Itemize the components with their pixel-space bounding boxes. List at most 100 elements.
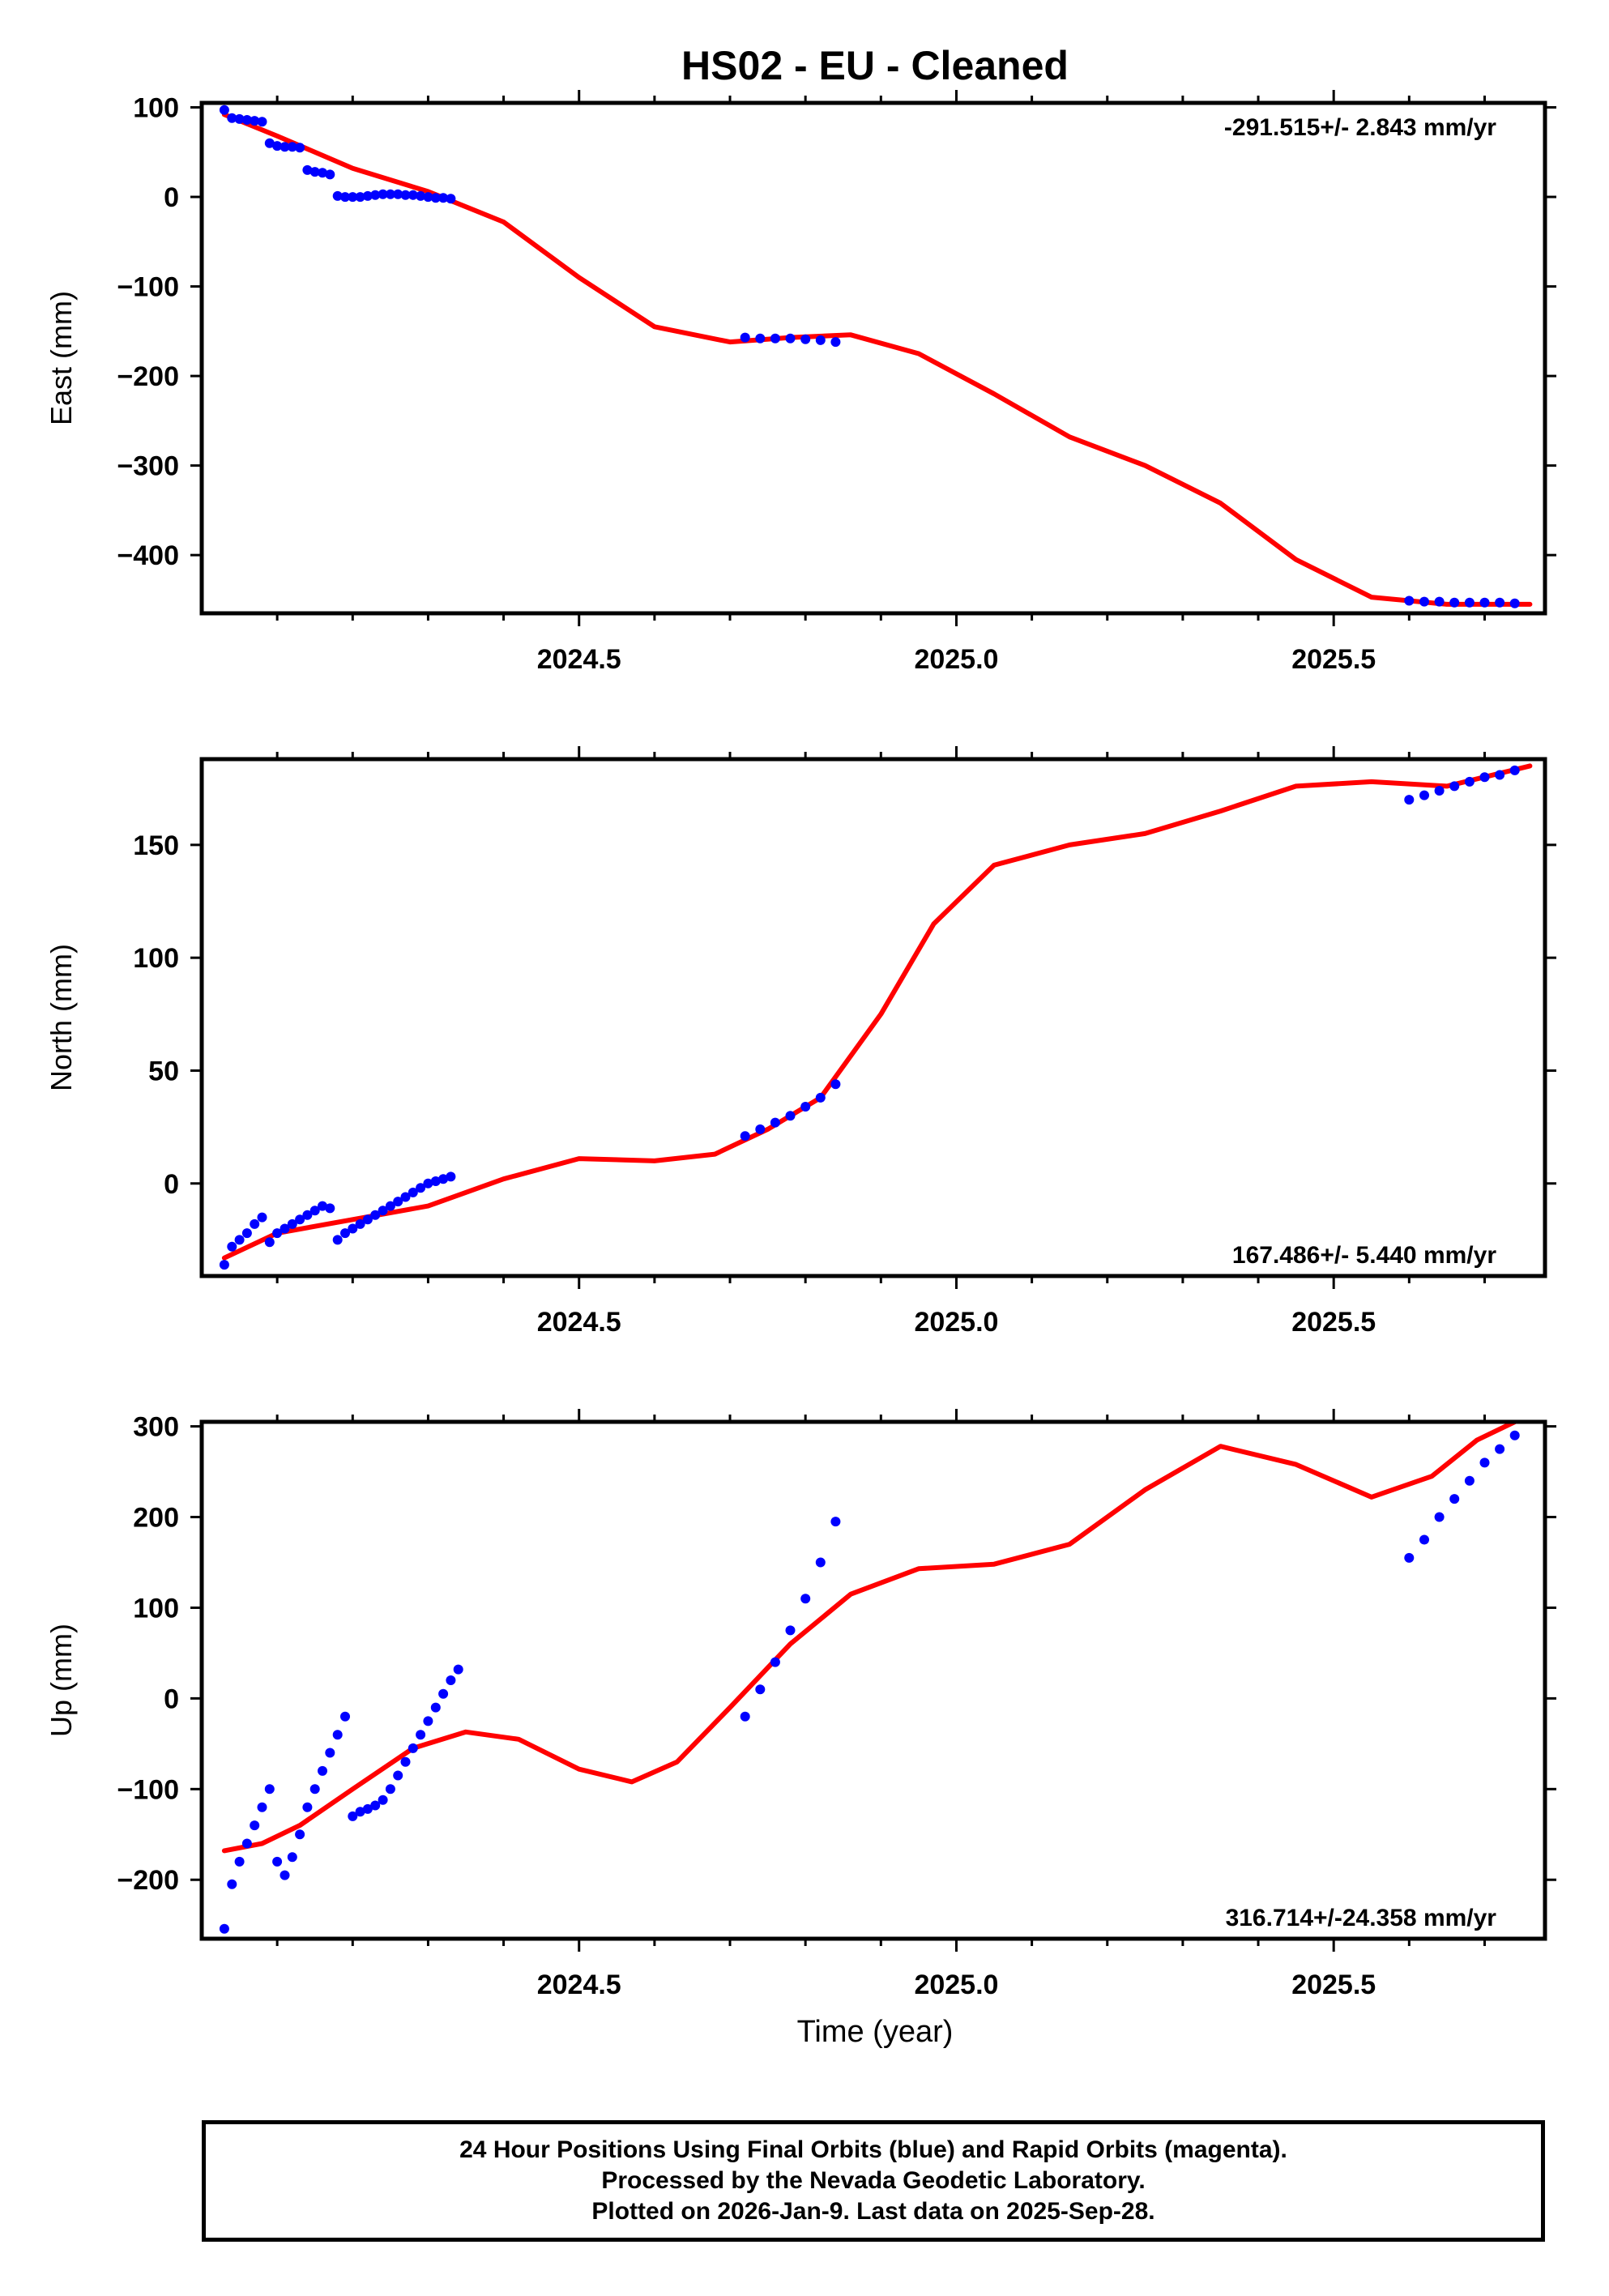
x-tick-label-east: 2024.5	[537, 644, 621, 675]
data-point-north	[1419, 790, 1429, 800]
data-point-north	[318, 1201, 327, 1211]
y-tick-label-up: 0	[164, 1684, 179, 1714]
data-point-north	[340, 1228, 350, 1239]
data-point-east	[280, 142, 290, 152]
y-tick-label-north: 150	[133, 830, 179, 861]
data-point-up	[830, 1517, 841, 1527]
data-point-east	[446, 194, 456, 204]
data-point-north	[325, 1203, 335, 1214]
data-point-north	[332, 1235, 343, 1245]
data-point-north	[755, 1124, 766, 1134]
y-tick-label-up: 100	[133, 1593, 179, 1624]
data-point-up	[393, 1770, 403, 1781]
data-point-up	[815, 1557, 826, 1568]
y-tick-label-up: 300	[133, 1412, 179, 1443]
model-fit-line-north	[221, 763, 1533, 1261]
data-point-up	[295, 1829, 305, 1840]
data-point-east	[770, 333, 780, 344]
data-point-north	[355, 1218, 365, 1229]
data-point-east	[785, 333, 796, 344]
panel-up: 300 200 100 0 −100 −200 2024.5 2025.0 2025.5 Up (…	[45, 1409, 1556, 2000]
y-tick-label-east: −100	[117, 272, 179, 303]
footer-line-plotted: Plotted on 2026-Jan-9. Last data on 2025…	[591, 2198, 1155, 2225]
x-axis-label: Time (year)	[797, 2015, 954, 2049]
y-tick-label-up: −200	[117, 1865, 179, 1896]
data-point-up	[257, 1802, 267, 1812]
data-point-north	[257, 1212, 267, 1223]
data-point-east	[800, 334, 811, 344]
data-point-up	[362, 1803, 373, 1814]
data-point-east	[378, 189, 388, 199]
data-point-up	[355, 1807, 365, 1817]
data-point-north	[770, 1117, 780, 1128]
data-point-east	[355, 192, 365, 203]
data-point-north	[348, 1223, 358, 1234]
data-point-east	[430, 193, 441, 203]
model-fit-line-east	[221, 112, 1533, 607]
plot-frame-up	[199, 1419, 1547, 1941]
data-point-north	[362, 1214, 373, 1225]
model-fit-line-up	[221, 1422, 1517, 1854]
y-tick-label-east: −400	[117, 540, 179, 571]
rate-label-up: 316.714+/-24.358 mm/yr	[1226, 1905, 1497, 1931]
data-point-north	[234, 1235, 245, 1245]
x-tick-label-up: 2024.5	[537, 1970, 621, 2000]
data-point-north	[1479, 772, 1490, 783]
data-point-up	[408, 1743, 418, 1753]
data-point-east	[1419, 596, 1429, 607]
data-point-up	[287, 1852, 297, 1863]
data-point-north	[287, 1218, 297, 1229]
data-point-up	[264, 1784, 275, 1795]
data-point-up	[1479, 1457, 1490, 1468]
data-point-north	[302, 1210, 313, 1220]
data-point-east	[318, 168, 327, 178]
data-point-north	[280, 1223, 290, 1234]
data-point-east	[309, 167, 320, 177]
data-point-up	[325, 1748, 335, 1758]
data-point-up	[1434, 1512, 1445, 1522]
data-point-east	[332, 190, 343, 201]
data-point-east	[340, 192, 350, 203]
x-tick-label-north: 2024.5	[537, 1307, 621, 1338]
data-point-north	[815, 1092, 826, 1103]
x-tick-label-north: 2025.5	[1291, 1307, 1376, 1338]
data-point-north	[1464, 776, 1475, 787]
data-point-up	[1509, 1430, 1520, 1440]
data-point-east	[1449, 597, 1460, 608]
data-point-up	[423, 1716, 433, 1726]
data-point-north	[785, 1111, 796, 1121]
data-point-east	[393, 189, 403, 199]
data-point-east	[325, 169, 335, 180]
y-tick-label-east: 0	[164, 182, 179, 213]
y-tick-label-east: −200	[117, 361, 179, 392]
data-point-east	[815, 335, 826, 345]
data-point-up	[378, 1795, 388, 1805]
data-point-up	[1449, 1494, 1460, 1504]
data-point-north	[272, 1228, 283, 1239]
data-point-up	[400, 1756, 411, 1767]
data-point-up	[340, 1711, 350, 1722]
data-point-east	[740, 332, 750, 343]
data-point-north	[408, 1187, 418, 1197]
data-point-east	[272, 141, 283, 152]
y-axis-label-north: North (mm)	[45, 944, 78, 1091]
data-point-up	[309, 1784, 320, 1795]
data-point-east	[438, 193, 449, 203]
data-point-up	[1464, 1475, 1475, 1486]
data-point-north	[1509, 765, 1520, 775]
data-point-up	[227, 1879, 237, 1889]
data-point-up	[785, 1625, 796, 1636]
data-point-east	[264, 138, 275, 148]
data-point-up	[416, 1730, 426, 1740]
data-point-up	[332, 1730, 343, 1740]
data-point-up	[800, 1594, 811, 1604]
data-point-east	[1495, 597, 1505, 608]
data-point-east	[408, 190, 418, 200]
data-point-up	[453, 1664, 463, 1675]
data-point-up	[348, 1811, 358, 1821]
data-point-north	[1404, 795, 1415, 805]
data-point-north	[378, 1206, 388, 1216]
data-point-north	[264, 1237, 275, 1248]
data-point-east	[287, 142, 297, 152]
